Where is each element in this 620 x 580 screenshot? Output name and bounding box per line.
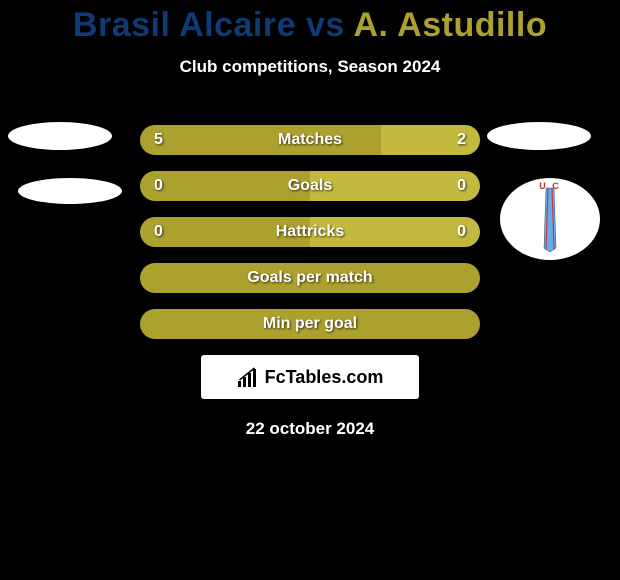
bars-icon-svg [237, 367, 259, 387]
right-club-logo-1 [487, 122, 591, 150]
bar-right-fill [310, 171, 480, 201]
fctables-watermark: FcTables.com [201, 355, 419, 399]
crest-svg [526, 186, 574, 252]
bar-right-fill [310, 217, 480, 247]
date-label: 22 october 2024 [0, 419, 620, 439]
stat-row: Matches52 [140, 125, 480, 155]
left-club-logo-2 [18, 178, 122, 204]
title-vs: vs [306, 6, 345, 44]
stat-row: Hattricks00 [140, 217, 480, 247]
bar-right-fill [381, 125, 480, 155]
stat-row: Goals00 [140, 171, 480, 201]
title-player1: Brasil Alcaire [73, 6, 296, 44]
right-club-logo-2: U C [500, 178, 600, 260]
bar-left-fill [140, 309, 480, 339]
stat-row: Min per goal [140, 309, 480, 339]
page-title: Brasil Alcaire vs A. Astudillo [0, 0, 620, 45]
chart-icon [237, 367, 259, 387]
stat-row: Goals per match [140, 263, 480, 293]
bar-left-fill [140, 217, 310, 247]
title-player2: A. Astudillo [353, 6, 547, 44]
bar-left-fill [140, 125, 381, 155]
bar-left-fill [140, 263, 480, 293]
crest-text: U C [500, 181, 600, 191]
fctables-text: FcTables.com [265, 367, 384, 388]
left-club-logo-1 [8, 122, 112, 150]
crest-icon: U C [500, 178, 600, 260]
stats-bars: Matches52 Goals00 Hattricks00 Goals per mat… [140, 125, 480, 339]
subtitle: Club competitions, Season 2024 [0, 57, 620, 77]
bar-left-fill [140, 171, 310, 201]
